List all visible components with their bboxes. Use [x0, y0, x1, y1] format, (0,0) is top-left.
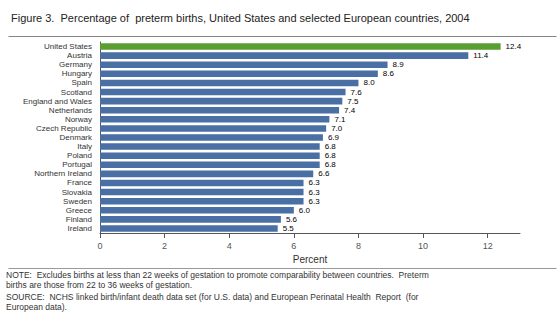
- svg-text:8.6: 8.6: [383, 69, 395, 78]
- svg-text:4: 4: [227, 241, 232, 251]
- svg-text:France: France: [67, 178, 92, 187]
- svg-text:Sweden: Sweden: [63, 197, 92, 206]
- svg-text:6.8: 6.8: [325, 151, 337, 160]
- svg-text:births are those from 22 to 36: births are those from 22 to 36 weeks of …: [6, 280, 192, 290]
- svg-text:Czech Republic: Czech Republic: [36, 124, 92, 133]
- svg-text:United States: United States: [44, 42, 92, 51]
- svg-text:7.0: 7.0: [331, 124, 343, 133]
- svg-text:Percent: Percent: [293, 254, 328, 265]
- svg-text:12.4: 12.4: [506, 42, 522, 51]
- svg-text:8.9: 8.9: [393, 60, 405, 69]
- svg-text:7.5: 7.5: [347, 97, 359, 106]
- svg-text:England and Wales: England and Wales: [23, 97, 92, 106]
- svg-text:Slovakia: Slovakia: [62, 188, 93, 197]
- svg-text:8.0: 8.0: [363, 78, 375, 87]
- svg-text:6.3: 6.3: [309, 197, 321, 206]
- svg-text:Poland: Poland: [67, 151, 92, 160]
- svg-text:6.0: 6.0: [299, 206, 311, 215]
- svg-text:Ireland: Ireland: [68, 224, 92, 233]
- svg-text:Figure 3. Percentage of pret: Figure 3. Percentage of preterm births, …: [11, 12, 470, 24]
- svg-text:12: 12: [483, 241, 493, 251]
- svg-text:6: 6: [291, 241, 296, 251]
- svg-text:5.6: 5.6: [286, 215, 298, 224]
- svg-text:Germany: Germany: [59, 60, 92, 69]
- svg-text:Austria: Austria: [67, 51, 92, 60]
- svg-text:Finland: Finland: [66, 215, 92, 224]
- svg-text:6.3: 6.3: [309, 178, 321, 187]
- svg-text:Spain: Spain: [72, 78, 92, 87]
- svg-text:7.1: 7.1: [334, 115, 346, 124]
- svg-text:8: 8: [356, 241, 361, 251]
- svg-text:Netherlands: Netherlands: [49, 106, 92, 115]
- svg-text:6.8: 6.8: [325, 160, 337, 169]
- svg-text:7.6: 7.6: [351, 88, 363, 97]
- svg-text:0: 0: [97, 241, 102, 251]
- svg-text:NOTE: Excludes births at less: NOTE: Excludes births at less than 22 we…: [6, 270, 431, 280]
- svg-text:European data).: European data).: [6, 302, 67, 312]
- svg-text:Hungary: Hungary: [62, 69, 92, 78]
- svg-text:Denmark: Denmark: [60, 133, 93, 142]
- svg-text:6.8: 6.8: [325, 142, 337, 151]
- svg-text:6.3: 6.3: [309, 188, 321, 197]
- svg-text:Northern Ireland: Northern Ireland: [34, 169, 92, 178]
- svg-text:5.5: 5.5: [283, 224, 295, 233]
- svg-text:Italy: Italy: [77, 142, 92, 151]
- svg-text:Greece: Greece: [66, 206, 93, 215]
- svg-text:2: 2: [162, 241, 167, 251]
- svg-text:6.6: 6.6: [318, 169, 330, 178]
- svg-text:11.4: 11.4: [473, 51, 489, 60]
- svg-text:Portugal: Portugal: [62, 160, 92, 169]
- svg-text:Norway: Norway: [65, 115, 92, 124]
- svg-text:Scotland: Scotland: [61, 88, 92, 97]
- svg-text:7.4: 7.4: [344, 106, 356, 115]
- svg-text:6.9: 6.9: [328, 133, 340, 142]
- svg-text:10: 10: [418, 241, 428, 251]
- svg-text:SOURCE: NCHS linked birth/inf: SOURCE: NCHS linked birth/infant death d…: [6, 292, 421, 302]
